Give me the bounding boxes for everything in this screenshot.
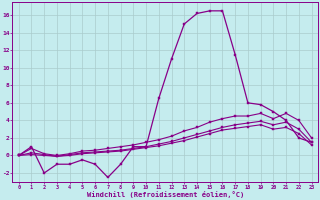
- X-axis label: Windchill (Refroidissement éolien,°C): Windchill (Refroidissement éolien,°C): [86, 191, 244, 198]
